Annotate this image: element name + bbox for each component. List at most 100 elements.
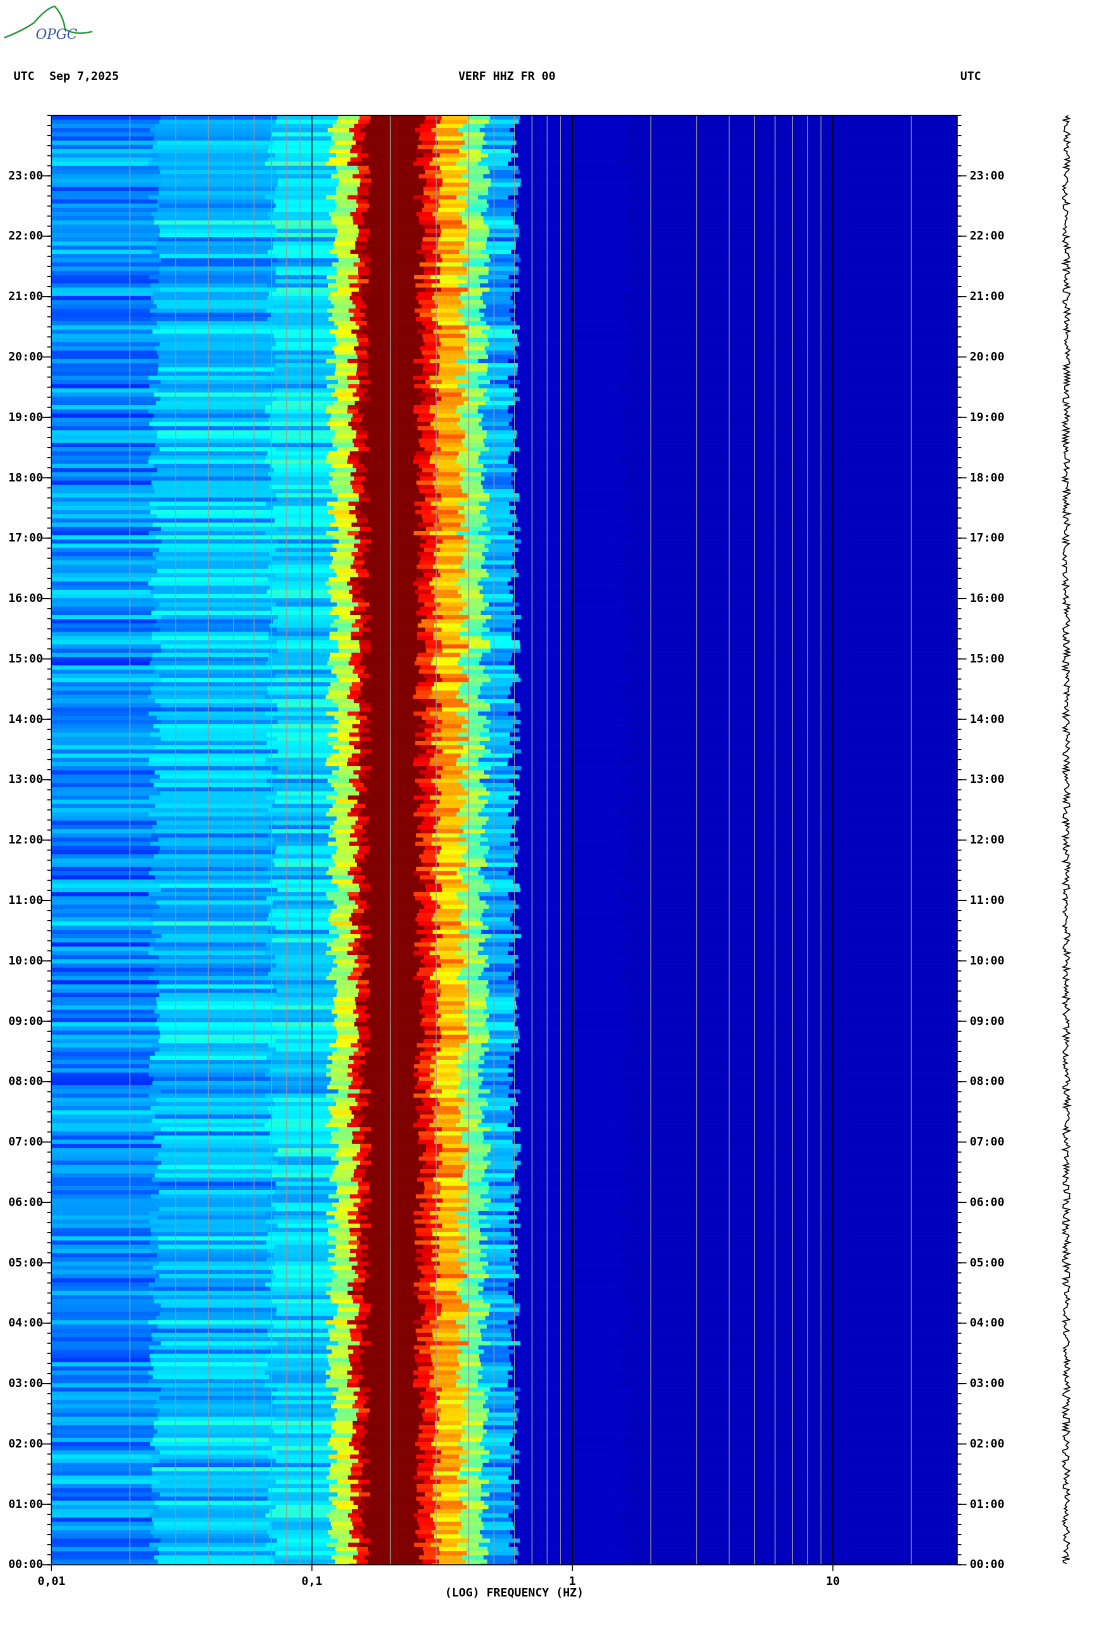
spectrogram-cell xyxy=(468,396,491,402)
spectrogram-cell xyxy=(630,228,958,234)
spectrogram-cell xyxy=(425,170,442,175)
spectrogram-cell xyxy=(328,149,351,154)
spectrogram-cell xyxy=(338,1341,361,1346)
spectrogram-cell xyxy=(51,1240,151,1245)
spectrogram-cell xyxy=(439,837,467,842)
spectrogram-cell xyxy=(160,791,278,796)
spectrogram-cell xyxy=(360,295,417,301)
spectrogram-cell xyxy=(276,396,339,402)
spectrogram-cell xyxy=(336,191,359,196)
spectrogram-cell xyxy=(51,690,152,696)
spectrogram-cell xyxy=(439,153,467,158)
spectrogram-cell xyxy=(153,879,271,884)
spectrogram-cell xyxy=(431,295,460,301)
spectrogram-cell xyxy=(354,123,366,129)
spectrogram-cell xyxy=(357,224,370,230)
spectrogram-cell xyxy=(347,812,360,817)
spectrogram-cell xyxy=(484,698,516,704)
spectrogram-cell xyxy=(365,829,422,834)
spectrogram-cell xyxy=(51,1395,160,1401)
spectrogram-cell xyxy=(347,1122,359,1128)
spectrogram-cell xyxy=(434,216,463,221)
spectrogram-cell xyxy=(464,245,487,251)
spectrogram-cell xyxy=(456,757,480,763)
spectrogram-cell xyxy=(275,1551,337,1556)
spectrogram-cell xyxy=(152,1337,270,1342)
spectrogram-cell xyxy=(415,316,433,322)
spectrogram-cell xyxy=(268,1177,331,1183)
spectrogram-cell xyxy=(510,157,623,162)
spectrogram-cell xyxy=(266,896,329,901)
spectrogram-cell xyxy=(51,669,155,675)
spectrogram-cell xyxy=(624,300,958,305)
spectrogram-cell xyxy=(433,522,462,528)
spectrogram-cell xyxy=(484,665,516,670)
spectrogram-cell xyxy=(274,388,336,393)
spectrogram-cell xyxy=(628,799,958,805)
spectrogram-cell xyxy=(352,1404,365,1409)
spectrogram-cell xyxy=(360,778,416,784)
spectrogram-cell xyxy=(51,1030,161,1036)
spectrogram-cell xyxy=(359,384,415,389)
spectrogram-cell xyxy=(348,942,360,947)
spectrogram-cell xyxy=(518,1190,630,1195)
spectrogram-cell xyxy=(265,384,328,389)
spectrogram-cell xyxy=(625,665,958,670)
spectrogram-cell xyxy=(336,850,359,855)
spectrogram-cell xyxy=(367,1412,423,1418)
spectrogram-cell xyxy=(438,1253,466,1258)
spectrogram-cell xyxy=(437,900,465,905)
spectrogram-cell xyxy=(486,715,517,721)
spectrogram-cell xyxy=(353,262,366,267)
spectrogram-cell xyxy=(328,249,351,255)
spectrogram-cell xyxy=(158,191,276,196)
spectrogram-cell xyxy=(623,1068,958,1073)
spectrogram-cell xyxy=(425,640,442,645)
spectrogram-cell xyxy=(513,1404,625,1409)
spectrogram-cell xyxy=(461,1433,484,1439)
spectrogram-cell xyxy=(507,581,620,586)
spectrogram-cell xyxy=(519,396,632,402)
spectrogram-cell xyxy=(265,1513,328,1518)
spectrogram-cell xyxy=(518,673,631,679)
spectrogram-cell xyxy=(440,1030,469,1036)
spectrogram-cell xyxy=(353,1009,365,1015)
spectrogram-cell xyxy=(160,627,278,633)
spectrogram-cell xyxy=(459,480,482,486)
spectrogram-cell xyxy=(51,1433,155,1439)
spectrogram-cell xyxy=(359,795,415,800)
spectrogram-cell xyxy=(441,1034,469,1040)
spectrogram-cell xyxy=(369,1206,425,1212)
y-tick-label: 16:00 xyxy=(970,591,1005,605)
spectrogram-cell xyxy=(153,300,271,305)
spectrogram-cell xyxy=(429,375,457,381)
spectrogram-cell xyxy=(436,1316,465,1321)
spectrogram-cell xyxy=(268,913,331,918)
spectrogram-cell xyxy=(160,396,278,402)
spectrogram-cell xyxy=(462,803,486,809)
spectrogram-cell xyxy=(158,1190,276,1195)
spectrogram-cell xyxy=(482,1366,514,1371)
spectrogram-cell xyxy=(157,568,275,574)
spectrogram-cell xyxy=(461,1521,484,1527)
spectrogram-cell xyxy=(152,913,270,918)
spectrogram-cell xyxy=(479,661,510,666)
spectrogram-cell xyxy=(347,871,360,876)
spectrogram-cell xyxy=(51,581,149,586)
spectrogram-cell xyxy=(273,304,335,309)
spectrogram-cell xyxy=(478,358,509,364)
spectrogram-cell xyxy=(425,627,442,633)
spectrogram-cell xyxy=(326,892,349,897)
spectrogram-cell xyxy=(490,707,521,712)
spectrogram-cell xyxy=(336,955,359,960)
spectrogram-cell xyxy=(518,165,630,171)
spectrogram-cell xyxy=(349,128,361,133)
spectrogram-cell xyxy=(479,740,511,746)
spectrogram-cell xyxy=(271,1051,333,1057)
spectrogram-cell xyxy=(358,573,370,578)
spectrogram-cell xyxy=(267,1232,330,1237)
spectrogram-cell xyxy=(463,535,486,540)
spectrogram-cell xyxy=(159,342,277,347)
spectrogram-cell xyxy=(51,568,158,574)
spectrogram-cell xyxy=(156,245,274,251)
